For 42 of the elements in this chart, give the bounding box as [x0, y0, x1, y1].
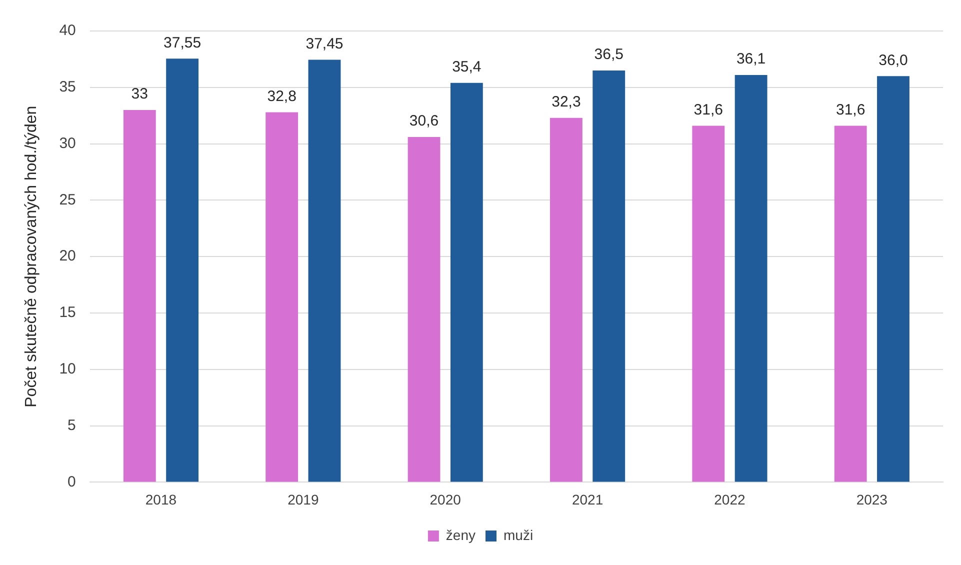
bar: [877, 76, 910, 482]
data-label: 32,3: [552, 93, 581, 110]
data-label: 36,5: [594, 46, 624, 64]
x-tick-label: 2023: [856, 491, 888, 508]
data-label: 37,45: [306, 35, 344, 52]
data-label: 31,6: [836, 101, 866, 118]
legend-label: muži: [504, 526, 534, 543]
bar: [734, 74, 768, 482]
data-label: 30,6: [409, 112, 439, 130]
bar: [450, 82, 483, 482]
y-tick-label: 0: [68, 473, 76, 490]
x-tick-label: 2019: [288, 491, 319, 508]
y-tick-label: 40: [59, 22, 76, 40]
y-tick-label: 15: [59, 304, 76, 322]
x-tick-label: 2021: [572, 491, 604, 508]
bar: [308, 60, 341, 482]
y-tick-label: 35: [59, 78, 76, 96]
data-label: 35,4: [452, 58, 482, 76]
x-tick-label: 2018: [145, 491, 177, 508]
data-label: 33: [131, 86, 148, 103]
legend-label: ženy: [446, 526, 476, 543]
bar: [834, 126, 867, 482]
x-tick-label: 2022: [714, 491, 746, 508]
bar: [123, 110, 156, 482]
y-tick-label: 25: [59, 191, 76, 208]
data-label: 32,8: [267, 88, 296, 105]
bar: [408, 137, 440, 482]
data-label: 37,55: [164, 34, 202, 52]
x-tick-label: 2020: [430, 491, 462, 508]
y-tick-label: 10: [59, 360, 76, 378]
y-axis-title: Počet skutečně odpracovaných hod./týden: [23, 106, 40, 408]
y-tick-label: 5: [68, 416, 76, 434]
data-label: 36,1: [736, 50, 766, 68]
bar: [166, 58, 199, 482]
y-tick-label: 20: [59, 248, 76, 265]
data-label: 31,6: [694, 101, 723, 118]
bar: [592, 70, 626, 482]
bar: [550, 118, 582, 482]
bar: [266, 112, 298, 482]
bar: [692, 126, 725, 482]
y-tick-label: 30: [59, 134, 76, 152]
data-label: 36,0: [878, 52, 908, 69]
